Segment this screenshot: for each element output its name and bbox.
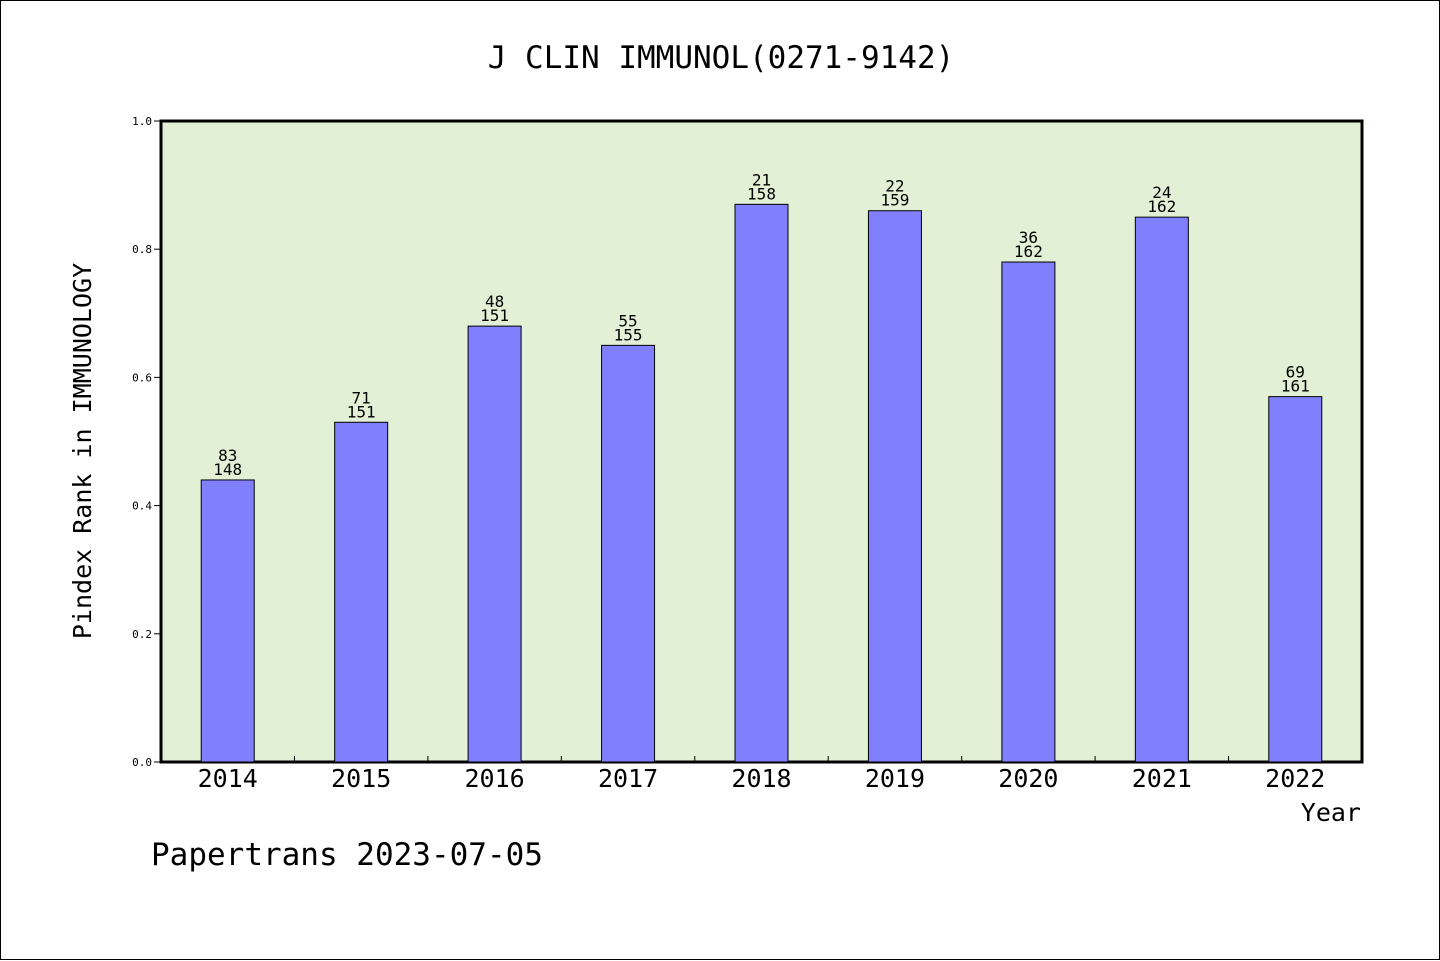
data-label-rank: 21 (752, 170, 771, 189)
x-axis: 2014 2015 2016 2017 2018 2019 2020 2021 2022 (198, 756, 1325, 793)
data-label-total: 155 (614, 325, 643, 344)
x-tick-label: 2015 (331, 764, 391, 793)
data-label-total: 148 (213, 460, 242, 479)
x-tick-label: 2019 (865, 764, 925, 793)
data-label-total: 159 (880, 191, 909, 210)
x-tick-label: 2016 (465, 764, 525, 793)
y-axis: 0.0 0.2 0.4 0.6 0.8 1.0 (132, 115, 161, 769)
bar-2021 (1134, 216, 1189, 763)
footer-credit: Papertrans 2023-07-05 (151, 837, 543, 873)
y-tick-label: 0.6 (132, 371, 152, 384)
bar-2017 (601, 344, 656, 763)
bar-2015 (334, 421, 389, 763)
y-tick-label: 0.4 (132, 500, 152, 513)
data-label-total: 162 (1147, 197, 1176, 216)
bar-series (200, 203, 1323, 763)
y-tick-label: 0.2 (132, 628, 152, 641)
chart-title: J CLIN IMMUNOL(0271-9142) (488, 40, 955, 76)
y-tick-label: 1.0 (132, 115, 152, 128)
x-axis-label: Year (1301, 798, 1361, 827)
x-tick-label: 2022 (1265, 764, 1325, 793)
data-label-rank: 48 (485, 292, 504, 311)
bar-2019 (867, 210, 922, 763)
data-label-total: 158 (747, 184, 776, 203)
x-tick-label: 2014 (198, 764, 258, 793)
data-label-rank: 69 (1286, 363, 1305, 382)
data-label-total: 151 (480, 306, 509, 325)
bar-2014 (200, 479, 255, 763)
bar-2016 (467, 325, 522, 763)
data-label-rank: 71 (352, 388, 371, 407)
data-label-rank: 55 (618, 311, 637, 330)
bar-2020 (1001, 261, 1056, 763)
y-axis-label: Pindex Rank in IMMUNOLOGY (68, 263, 97, 639)
data-label-rank: 83 (218, 446, 237, 465)
data-label-rank: 22 (885, 177, 904, 196)
data-label-total: 162 (1014, 242, 1043, 261)
y-tick-label: 0.8 (132, 243, 152, 256)
x-tick-label: 2017 (598, 764, 658, 793)
y-tick-label: 0.0 (132, 756, 152, 769)
data-label-total: 151 (347, 402, 376, 421)
data-label-total: 161 (1281, 377, 1310, 396)
bar-2022 (1268, 396, 1323, 763)
data-label-rank: 24 (1152, 183, 1171, 202)
bar-2018 (734, 203, 789, 763)
x-tick-label: 2021 (1132, 764, 1192, 793)
data-label-rank: 36 (1019, 228, 1038, 247)
x-tick-label: 2018 (731, 764, 791, 793)
x-tick-label: 2020 (998, 764, 1058, 793)
